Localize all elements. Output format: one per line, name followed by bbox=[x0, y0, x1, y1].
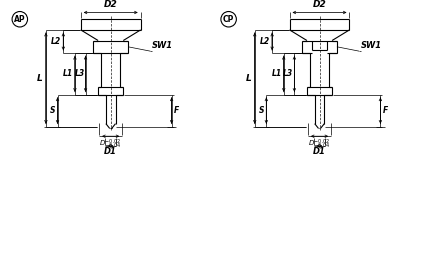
Text: D1: D1 bbox=[104, 147, 117, 156]
Text: L: L bbox=[246, 74, 252, 83]
Text: L3: L3 bbox=[283, 69, 293, 78]
Text: D1: D1 bbox=[313, 147, 326, 156]
Text: CP: CP bbox=[223, 15, 234, 24]
Text: AP: AP bbox=[14, 15, 26, 24]
Text: SW1: SW1 bbox=[361, 41, 382, 50]
Text: S: S bbox=[50, 106, 55, 115]
Text: L3: L3 bbox=[75, 69, 85, 78]
Text: SW1: SW1 bbox=[152, 41, 174, 50]
Text: $D^{-0.02}_{-0.04}$: $D^{-0.02}_{-0.04}$ bbox=[308, 138, 330, 151]
Text: D2: D2 bbox=[313, 0, 327, 9]
Text: L2: L2 bbox=[260, 37, 270, 46]
Text: L1: L1 bbox=[272, 69, 282, 78]
Text: S: S bbox=[259, 106, 264, 115]
Text: F: F bbox=[382, 106, 388, 115]
Text: D2: D2 bbox=[104, 0, 118, 9]
Text: $D^{-0.02}_{-0.04}$: $D^{-0.02}_{-0.04}$ bbox=[99, 138, 122, 151]
Text: L1: L1 bbox=[63, 69, 73, 78]
Text: L2: L2 bbox=[51, 37, 61, 46]
Text: L: L bbox=[37, 74, 43, 83]
Text: F: F bbox=[174, 106, 179, 115]
